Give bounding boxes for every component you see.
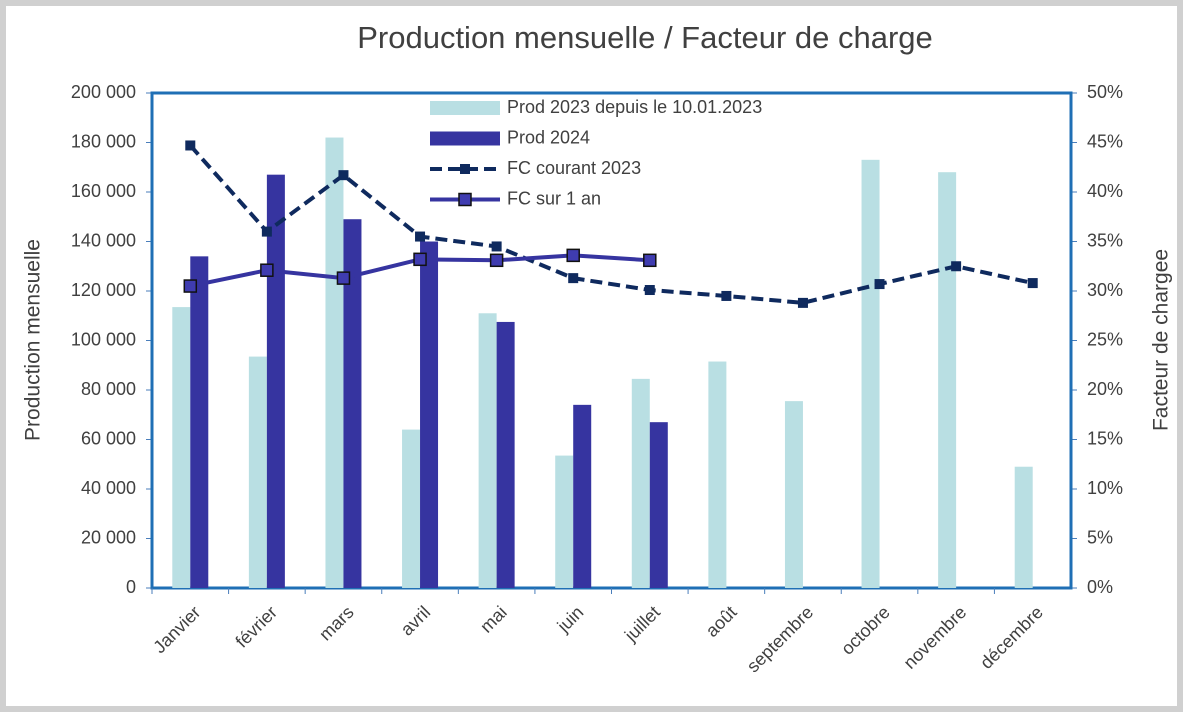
marker: [874, 279, 885, 290]
y-tick-label: 140 000: [71, 230, 136, 250]
legend-label: Prod 2023 depuis le 10.01.2023: [507, 97, 762, 117]
y2-tick-label: 15%: [1087, 428, 1123, 448]
marker: [489, 253, 504, 268]
chart-title: Production mensuelle / Facteur de charge: [357, 20, 933, 55]
legend-label: FC courant 2023: [507, 158, 641, 178]
bar: [266, 174, 285, 589]
marker: [721, 290, 732, 301]
bar: [496, 321, 515, 588]
bar: [402, 429, 421, 588]
bar: [172, 307, 191, 588]
y-tick-label: 60 000: [81, 428, 136, 448]
bar: [861, 159, 880, 588]
legend-marker: [458, 192, 472, 207]
y-tick-label: 200 000: [71, 82, 136, 102]
bar: [248, 356, 267, 588]
y2-tick-label: 50%: [1087, 82, 1123, 102]
y-tick-label: 100 000: [71, 329, 136, 349]
bar: [631, 378, 650, 588]
marker: [183, 279, 198, 293]
y-tick-label: 120 000: [71, 280, 136, 300]
bar: [649, 422, 668, 588]
bar: [573, 404, 592, 588]
legend-label: FC sur 1 an: [507, 188, 601, 208]
legend-marker: [460, 164, 470, 174]
marker: [568, 273, 579, 284]
y2-tick-label: 30%: [1087, 280, 1123, 300]
marker: [185, 140, 196, 151]
legend-swatch: [430, 101, 500, 115]
y-tick-label: 0: [126, 577, 136, 597]
marker: [566, 248, 580, 263]
marker: [643, 253, 657, 268]
marker: [260, 263, 274, 277]
y2-tick-label: 35%: [1087, 230, 1123, 250]
y-tick-label: 20 000: [81, 527, 136, 547]
marker: [413, 252, 427, 267]
y2-tick-label: 20%: [1087, 379, 1123, 399]
bar: [478, 313, 497, 588]
bar: [325, 137, 344, 589]
marker: [338, 170, 349, 181]
bar: [343, 219, 362, 588]
y2-tick-label: 5%: [1087, 527, 1113, 547]
marker: [951, 261, 962, 272]
marker: [261, 226, 272, 237]
marker: [336, 271, 351, 285]
bar: [190, 256, 209, 588]
bar: [708, 361, 727, 588]
marker: [644, 285, 655, 296]
legend-label: Prod 2024: [507, 127, 590, 147]
bar: [1014, 466, 1033, 588]
bar: [555, 455, 574, 588]
y2-axis-title: Facteur de chargee: [1150, 249, 1173, 431]
y-tick-label: 40 000: [81, 478, 136, 498]
marker: [415, 231, 426, 242]
bar: [420, 241, 439, 588]
y-axis-title: Production mensuelle: [22, 239, 45, 441]
y-tick-label: 160 000: [71, 181, 136, 201]
y2-tick-label: 40%: [1087, 181, 1123, 201]
marker: [491, 241, 502, 252]
marker: [797, 297, 808, 308]
legend-swatch: [430, 131, 500, 146]
y-tick-label: 180 000: [71, 131, 136, 151]
y2-tick-label: 25%: [1087, 329, 1123, 349]
y2-tick-label: 45%: [1087, 131, 1123, 151]
y2-tick-label: 10%: [1087, 478, 1123, 498]
marker: [1027, 278, 1038, 289]
line: [188, 144, 1034, 305]
y2-tick-label: 0%: [1087, 577, 1113, 597]
y-tick-label: 80 000: [81, 379, 136, 399]
bar: [784, 401, 803, 588]
bar: [938, 172, 957, 588]
